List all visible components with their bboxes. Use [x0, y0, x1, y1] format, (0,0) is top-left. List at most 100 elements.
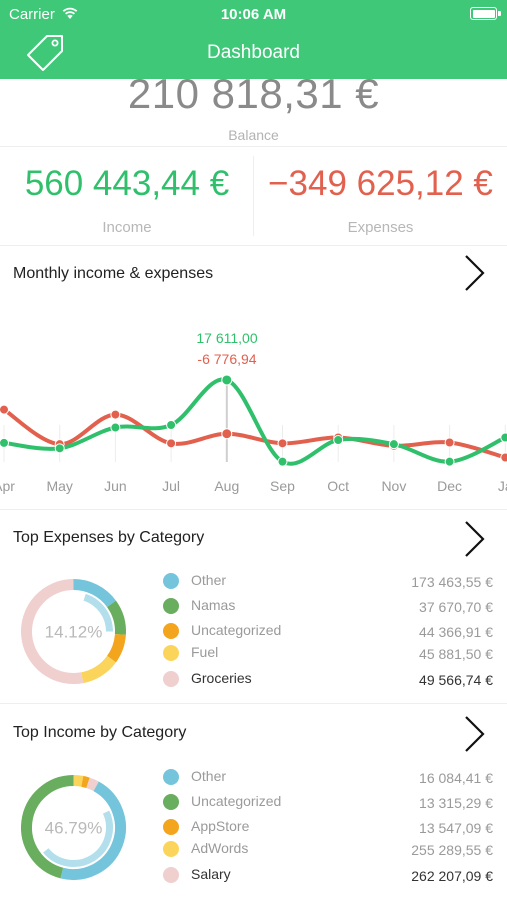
legend-label: Uncategorized [191, 622, 282, 638]
income-label: Income [102, 219, 152, 236]
legend-item-appstore[interactable]: AppStore 13 547,09 € [163, 816, 493, 838]
legend-label: Groceries [191, 670, 252, 686]
nav-bar: Dashboard [0, 30, 507, 79]
donut-segment-uncategorized[interactable] [106, 633, 126, 663]
page-title: Dashboard [207, 42, 300, 63]
legend-item-groceries[interactable]: Groceries 49 566,74 € [163, 668, 493, 690]
legend-value: 49 566,74 € [419, 672, 493, 688]
legend-label: AppStore [191, 818, 250, 834]
legend-color-dot [163, 598, 179, 614]
legend-item-uncategorized[interactable]: Uncategorized 13 315,29 € [163, 791, 493, 813]
legend-item-salary[interactable]: Salary 262 207,09 € [163, 864, 493, 886]
legend-label: Namas [191, 597, 236, 613]
legend-item-uncategorized[interactable]: Uncategorized 44 366,91 € [163, 620, 493, 642]
legend-value: 13 547,09 € [419, 820, 493, 836]
balance-amount: 210 818,31 € [127, 70, 380, 117]
legend-color-dot [163, 671, 179, 687]
donut-segment-other[interactable] [60, 781, 126, 880]
donut-segment-fuel[interactable] [81, 655, 116, 684]
x-tick-label: Apr [0, 478, 15, 494]
donut-segment-adwords[interactable] [73, 775, 84, 787]
donut-highlight-ring [43, 810, 113, 867]
legend-item-fuel[interactable]: Fuel 45 881,50 € [163, 642, 493, 664]
legend-color-dot [163, 645, 179, 661]
legend-label: Fuel [191, 644, 219, 660]
data-point-income[interactable] [388, 439, 399, 450]
tag-icon[interactable] [22, 30, 68, 74]
balance-label: Balance [228, 127, 279, 143]
donut-segment-groceries[interactable] [21, 579, 84, 684]
data-point-income[interactable] [0, 437, 9, 448]
x-tick-label: May [46, 478, 72, 494]
status-bar: Carrier 10:06 AM [0, 0, 507, 30]
donut-highlight-ring [83, 593, 113, 632]
data-point-income[interactable] [166, 420, 177, 430]
legend-value: 173 463,55 € [411, 574, 493, 590]
legend-item-other[interactable]: Other 173 463,55 € [163, 570, 493, 592]
data-point-expenses[interactable] [0, 404, 9, 415]
legend-color-dot [163, 573, 179, 589]
divider-vertical [253, 156, 254, 236]
income-donut-chart[interactable]: 46.79% [16, 770, 131, 885]
legend-color-dot [163, 867, 179, 883]
clock: 10:06 AM [220, 6, 287, 23]
battery-icon [470, 7, 497, 20]
selected-income-value: 17 611,00 [196, 330, 258, 346]
series-line-income [2, 377, 507, 466]
battery-tip [498, 11, 501, 16]
donut-segment-appstore[interactable] [81, 775, 90, 789]
expenses-chevron-right-icon[interactable] [458, 519, 488, 559]
legend-label: Other [191, 572, 227, 588]
monthly-line-chart[interactable]: Apr May Jun Jul Aug Sep Oct Nov Dec Ja [0, 325, 507, 500]
legend-value: 13 315,29 € [419, 795, 493, 811]
donut-center-label: 14.12% [45, 623, 103, 642]
divider [0, 509, 507, 510]
legend-value: 37 670,70 € [419, 599, 493, 615]
x-tick-label: Jul [162, 478, 180, 494]
donut-segment-namas[interactable] [106, 600, 126, 635]
legend-label: Salary [191, 866, 231, 882]
legend-value: 16 084,41 € [419, 770, 493, 786]
x-tick-label: Sep [270, 478, 295, 494]
donut-segment-uncategorized[interactable] [21, 775, 74, 879]
x-tick-label: Dec [437, 478, 462, 494]
legend-item-namas[interactable]: Namas 37 670,70 € [163, 595, 493, 617]
income-section-title: Top Income by Category [13, 724, 187, 741]
legend-value: 44 366,91 € [419, 624, 493, 640]
data-point-expenses[interactable] [221, 428, 233, 440]
series-line-expenses [2, 407, 507, 460]
legend-color-dot [163, 623, 179, 639]
monthly-chevron-right-icon[interactable] [458, 253, 488, 293]
data-point-income[interactable] [110, 422, 121, 433]
legend-value: 255 289,55 € [411, 842, 493, 858]
donut-segment-other[interactable] [73, 579, 116, 608]
x-tick-label: Nov [381, 478, 406, 494]
expenses-amount: −349 625,12 € [268, 164, 493, 203]
divider [0, 146, 507, 147]
data-point-income[interactable] [333, 435, 344, 445]
data-point-expenses[interactable] [444, 437, 455, 448]
expenses-label: Expenses [347, 219, 414, 236]
data-point-expenses[interactable] [277, 438, 288, 449]
data-point-expenses[interactable] [500, 452, 507, 463]
legend-item-adwords[interactable]: AdWords 255 289,55 € [163, 838, 493, 860]
donut-segment-salary[interactable] [86, 777, 99, 792]
data-point-income[interactable] [221, 374, 233, 386]
data-point-income[interactable] [500, 432, 507, 443]
divider [0, 245, 507, 246]
donut-center-label: 46.79% [45, 819, 103, 838]
legend-value: 45 881,50 € [419, 646, 493, 662]
data-point-income[interactable] [444, 456, 455, 467]
legend-item-other[interactable]: Other 16 084,41 € [163, 766, 493, 788]
x-tick-label: Ja [498, 478, 507, 494]
data-point-expenses[interactable] [110, 409, 121, 420]
monthly-section-title: Monthly income & expenses [13, 265, 214, 282]
data-point-expenses[interactable] [166, 438, 177, 449]
legend-label: Other [191, 768, 227, 784]
data-point-income[interactable] [277, 456, 288, 467]
income-amount: 560 443,44 € [24, 164, 230, 203]
data-point-income[interactable] [54, 443, 65, 454]
x-tick-label: Aug [214, 478, 239, 494]
income-chevron-right-icon[interactable] [458, 714, 488, 754]
expenses-donut-chart[interactable]: 14.12% [16, 574, 131, 689]
